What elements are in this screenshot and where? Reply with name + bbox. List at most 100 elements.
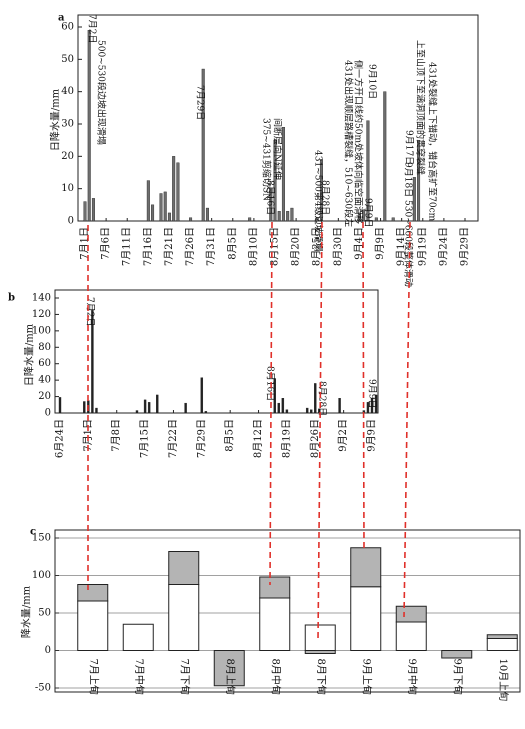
- y-tick-label: 140: [32, 293, 51, 304]
- annotation: 8月28日: [320, 180, 331, 215]
- x-tick-label: 8月26日: [309, 419, 321, 458]
- panel-label: a: [58, 13, 65, 24]
- annotation: 375~431剪缩切SN: [261, 118, 273, 201]
- annotation: 9月10日: [367, 64, 378, 99]
- y-tick-label: 40: [38, 375, 51, 386]
- bar-segment: [122, 623, 154, 651]
- bar: [143, 399, 147, 414]
- bar: [200, 377, 204, 414]
- bar: [146, 180, 150, 222]
- bar: [205, 207, 209, 222]
- bar: [147, 402, 151, 414]
- y-tick-label: 150: [32, 533, 51, 544]
- bar: [286, 211, 290, 222]
- y-tick-label: 40: [61, 86, 74, 97]
- panel-label: c: [30, 527, 36, 538]
- annotation: 间断层向N延伸: [272, 118, 284, 180]
- link-line: [269, 221, 273, 586]
- x-tick-label: 8月12日: [252, 419, 264, 458]
- bar-segment: [259, 597, 291, 651]
- bar: [204, 411, 208, 414]
- bar-segment: [395, 621, 427, 651]
- bar: [167, 212, 171, 222]
- bar: [366, 120, 370, 222]
- x-tick-label: 9月中旬: [406, 659, 419, 695]
- link-lines: [87, 221, 411, 641]
- x-tick-label: 9月14日: [395, 227, 407, 266]
- x-tick-label: 7月11日: [121, 227, 133, 266]
- bar-segment: [486, 638, 518, 651]
- annotation: 9月9日: [363, 198, 374, 227]
- x-tick-label: 9月19日: [416, 227, 428, 266]
- bar: [417, 139, 421, 222]
- x-tick-label: 8月上旬: [224, 659, 237, 695]
- x-tick-label: 7月15日: [139, 419, 151, 458]
- bar: [156, 394, 159, 414]
- y-tick-label: 60: [38, 358, 51, 369]
- y-tick-label: 0: [45, 645, 51, 656]
- annotation: 9月17日: [404, 130, 415, 165]
- x-tick-label: 7月21日: [163, 227, 175, 266]
- bar: [319, 159, 323, 222]
- annotation: 8月28日: [317, 381, 328, 416]
- x-tick-label: 10月上旬: [497, 659, 510, 702]
- bar: [58, 397, 62, 414]
- bar: [95, 407, 98, 414]
- bar: [91, 198, 95, 222]
- bar-segment: [259, 576, 291, 599]
- bar: [366, 402, 370, 414]
- bar: [285, 409, 289, 414]
- x-tick-label: 7月26日: [184, 227, 196, 266]
- bar-segment: [486, 634, 518, 639]
- x-tick-label: 7月29日: [195, 419, 207, 458]
- x-tick-label: 7月1日: [79, 227, 91, 260]
- x-tick-label: 8月5日: [224, 419, 236, 452]
- y-axis-label: 日降水量/mm: [23, 323, 36, 386]
- x-tick-label: 7月中旬: [133, 659, 146, 695]
- bar: [277, 402, 281, 414]
- x-tick-label: 8月下旬: [315, 659, 328, 695]
- link-line: [362, 221, 365, 549]
- y-axis-label: 日降水量/mm: [49, 88, 62, 151]
- y-tick-label: 100: [32, 325, 51, 336]
- x-tick-label: 9月下旬: [451, 659, 464, 695]
- bar: [357, 212, 361, 222]
- bar: [374, 394, 378, 414]
- x-tick-label: 8月19日: [280, 419, 292, 458]
- annotation: 500~530段边坡出现滑塌: [96, 40, 108, 145]
- bar-segment: [304, 650, 336, 654]
- y-tick-label: 30: [61, 119, 74, 130]
- x-tick-label: 8月15日: [269, 227, 281, 266]
- annotation: 9月9日: [367, 379, 378, 408]
- x-tick-label: 9月4日: [353, 227, 365, 260]
- bar-segment: [77, 584, 109, 602]
- plot-frame: [54, 529, 521, 693]
- bar: [176, 162, 180, 222]
- bar: [91, 310, 94, 414]
- annotation: 8月16日: [265, 180, 276, 215]
- bar: [315, 217, 319, 222]
- annotation: 上至山顶下至涵洞顶面的贯穿裂缝: [415, 40, 427, 175]
- bar: [87, 30, 91, 222]
- bar: [281, 398, 285, 414]
- bar-segment: [441, 650, 473, 659]
- x-tick-label: 7月上旬: [87, 659, 100, 695]
- bar: [338, 398, 341, 414]
- x-tick-label: 7月下旬: [178, 659, 191, 695]
- x-tick-label: 8月30日: [332, 227, 344, 266]
- x-tick-label: 7月8日: [110, 419, 122, 452]
- y-tick-label: 0: [45, 408, 51, 419]
- x-tick-label: 9月9日: [366, 419, 378, 452]
- annotation: 431处出现顺层路槽裂缝，510~630段左: [343, 60, 355, 227]
- y-tick-label: 80: [38, 342, 51, 353]
- annotation: 侧一方开口线约50m处坡体向临空面滑移: [353, 60, 365, 224]
- y-tick-label: 120: [32, 309, 51, 320]
- bar: [135, 410, 139, 414]
- bar: [370, 398, 374, 414]
- bar-segment: [168, 584, 200, 651]
- panel-label: b: [8, 293, 15, 304]
- bar: [248, 217, 252, 222]
- bar: [83, 401, 86, 414]
- y-tick-label: 50: [61, 54, 74, 65]
